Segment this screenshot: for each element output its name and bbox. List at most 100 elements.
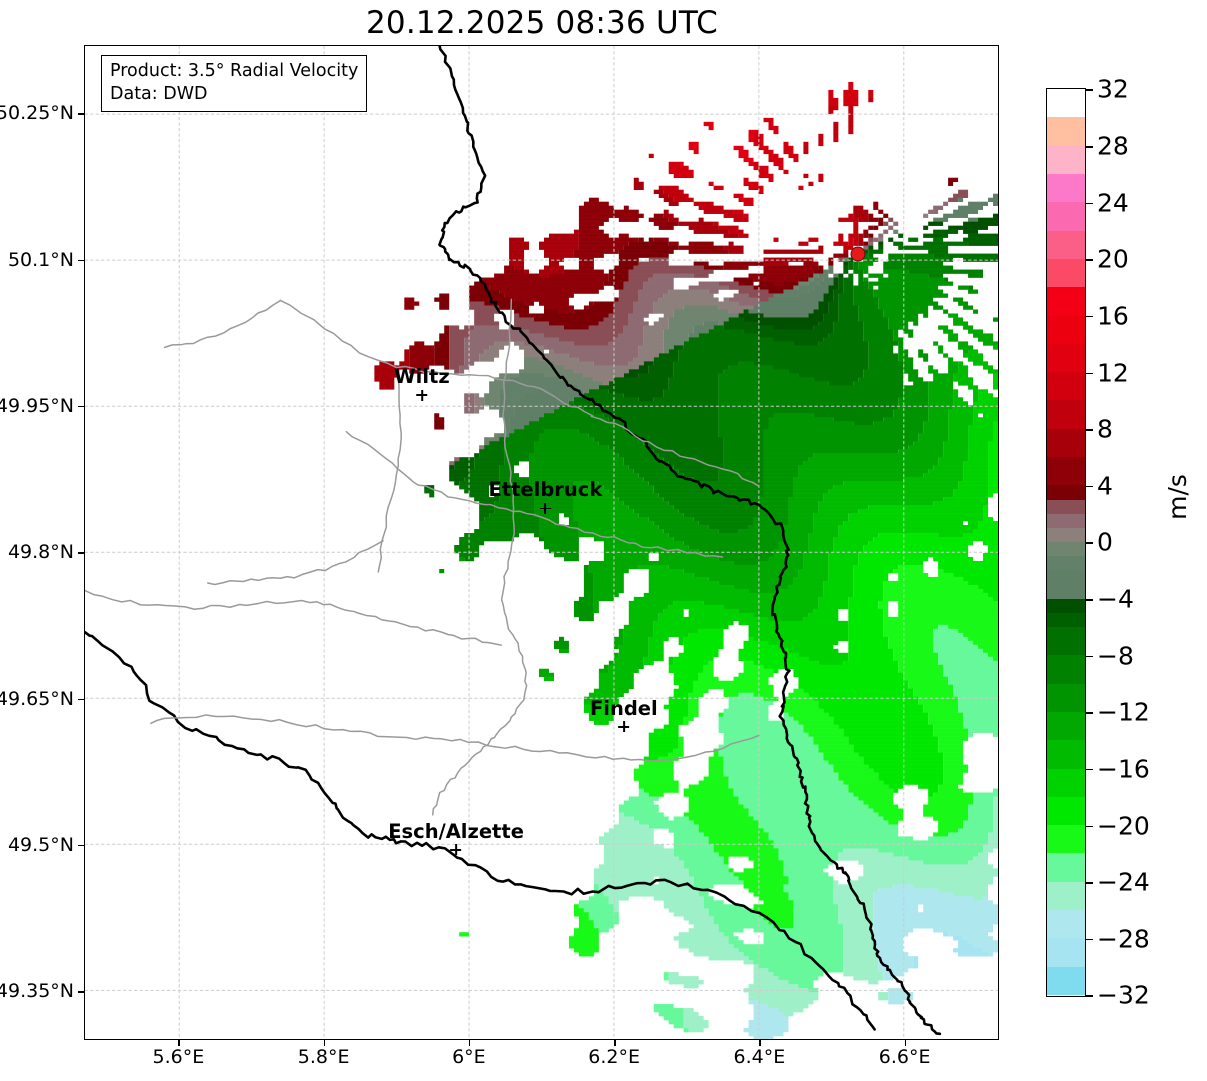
colorbar-tick-mark-9 bbox=[1086, 599, 1093, 601]
y-tick-mark-1 bbox=[78, 259, 84, 261]
colorbar-band-22 bbox=[1047, 612, 1085, 627]
colorbar-band-28 bbox=[1047, 768, 1085, 797]
colorbar[interactable] bbox=[1046, 88, 1086, 997]
colorbar-band-4 bbox=[1047, 202, 1085, 231]
colorbar-band-20 bbox=[1047, 570, 1085, 599]
colorbar-band-25 bbox=[1047, 683, 1085, 712]
y-tick-label-1: 50.1°N bbox=[7, 248, 74, 271]
x-tick-mark-2 bbox=[468, 1040, 471, 1046]
y-tick-label-3: 49.8°N bbox=[7, 541, 74, 564]
x-tick-mark-3 bbox=[614, 1040, 616, 1046]
colorbar-tick-mark-15 bbox=[1086, 938, 1093, 941]
colorbar-tick-label-11: −12 bbox=[1097, 697, 1150, 727]
colorbar-tick-mark-5 bbox=[1086, 372, 1093, 375]
colorbar-band-31 bbox=[1047, 853, 1085, 882]
y-tick-mark-0 bbox=[78, 113, 84, 115]
x-tick-label-0: 5.6°E bbox=[152, 1046, 205, 1068]
colorbar-tick-mark-10 bbox=[1086, 655, 1093, 658]
x-axis-tick-marks bbox=[84, 1040, 999, 1048]
colorbar-tick-label-10: −8 bbox=[1097, 641, 1134, 671]
y-tick-mark-2 bbox=[78, 405, 84, 408]
colorbar-tick-mark-1 bbox=[1086, 146, 1093, 148]
colorbar-tick-label-7: 4 bbox=[1097, 471, 1113, 501]
colorbar-tick-mark-12 bbox=[1086, 768, 1093, 771]
colorbar-band-29 bbox=[1047, 796, 1085, 826]
colorbar-band-23 bbox=[1047, 626, 1085, 656]
colorbar-tick-label-6: 8 bbox=[1097, 414, 1113, 444]
colorbar-band-13 bbox=[1047, 457, 1085, 486]
colorbar-band-1 bbox=[1047, 117, 1085, 146]
x-axis-tick-labels: 5.6°E 5.8°E 6°E 6.2°E 6.4°E 6.6°E bbox=[84, 1046, 999, 1076]
info-product-line: Product: 3.5° Radial Velocity bbox=[110, 61, 359, 81]
colorbar-tick-mark-0 bbox=[1086, 89, 1093, 91]
info-data-line: Data: DWD bbox=[110, 84, 208, 105]
colorbar-band-19 bbox=[1047, 556, 1085, 571]
y-tick-label-2: 49.95°N bbox=[0, 394, 74, 417]
colorbar-band-32 bbox=[1047, 881, 1085, 911]
colorbar-band-15 bbox=[1047, 499, 1085, 514]
colorbar-tick-mark-13 bbox=[1086, 825, 1093, 828]
colorbar-band-34 bbox=[1047, 938, 1085, 967]
colorbar-band-6 bbox=[1047, 258, 1085, 288]
colorbar-tick-label-3: 20 bbox=[1097, 244, 1129, 274]
colorbar-tick-label-5: 12 bbox=[1097, 358, 1129, 388]
colorbar-band-16 bbox=[1047, 513, 1085, 528]
map-overlay-layer bbox=[85, 46, 998, 1039]
colorbar-band-12 bbox=[1047, 428, 1085, 458]
x-tick-label-2: 6°E bbox=[452, 1046, 486, 1068]
x-tick-mark-1 bbox=[323, 1040, 326, 1046]
colorbar-tick-label-13: −20 bbox=[1097, 811, 1150, 841]
y-axis-tick-marks bbox=[76, 45, 84, 1040]
y-tick-mark-6 bbox=[78, 991, 84, 993]
colorbar-tick-mark-6 bbox=[1086, 429, 1093, 431]
y-axis-tick-labels: 50.25°N 50.1°N 49.95°N 49.8°N 49.65°N 49.5°N 4… bbox=[0, 45, 74, 1040]
figure-title: 20.12.2025 08:36 UTC bbox=[366, 5, 718, 41]
colorbar-tick-label-16: −32 bbox=[1097, 980, 1150, 1010]
colorbar-band-5 bbox=[1047, 230, 1085, 259]
colorbar-tick-label-15: −28 bbox=[1097, 924, 1150, 954]
y-tick-mark-5 bbox=[78, 844, 84, 847]
x-tick-mark-0 bbox=[178, 1040, 180, 1046]
colorbar-band-17 bbox=[1047, 527, 1085, 542]
colorbar-band-30 bbox=[1047, 825, 1085, 854]
y-tick-label-6: 49.35°N bbox=[0, 980, 74, 1003]
colorbar-axis-label: m/s bbox=[1163, 474, 1192, 520]
colorbar-tick-label-8: 0 bbox=[1097, 527, 1113, 557]
colorbar-ticks: 32 28 24 20 16 12 8 4 0 −4 −8 −12 −16 −20 −24 −28 −32 bbox=[1086, 75, 1206, 1010]
x-tick-label-4: 6.4°E bbox=[733, 1046, 786, 1068]
colorbar-tick-mark-2 bbox=[1086, 202, 1093, 205]
x-tick-label-3: 6.2°E bbox=[588, 1046, 640, 1068]
product-info-box: Product: 3.5° Radial Velocity Data: DWD bbox=[101, 55, 368, 113]
y-tick-label-0: 50.25°N bbox=[0, 102, 74, 125]
colorbar-band-26 bbox=[1047, 711, 1085, 741]
map-plot-area[interactable]: Product: 3.5° Radial Velocity Data: DWD … bbox=[84, 45, 999, 1040]
colorbar-tick-mark-8 bbox=[1086, 542, 1093, 544]
radar-echo-layer bbox=[374, 81, 998, 1039]
colorbar-tick-label-1: 28 bbox=[1097, 131, 1129, 161]
colorbar-band-18 bbox=[1047, 542, 1085, 557]
x-tick-mark-4 bbox=[759, 1040, 761, 1046]
colorbar-tick-label-12: −16 bbox=[1097, 754, 1150, 784]
colorbar-tick-mark-3 bbox=[1086, 259, 1093, 261]
colorbar-band-33 bbox=[1047, 910, 1085, 939]
x-tick-label-5: 6.6°E bbox=[878, 1046, 931, 1068]
colorbar-band-35 bbox=[1047, 966, 1085, 995]
colorbar-band-3 bbox=[1047, 173, 1085, 203]
colorbar-tick-mark-16 bbox=[1086, 995, 1093, 997]
y-tick-label-4: 49.65°N bbox=[0, 687, 74, 710]
colorbar-band-24 bbox=[1047, 655, 1085, 684]
colorbar-tick-label-14: −24 bbox=[1097, 867, 1150, 897]
colorbar-tick-mark-11 bbox=[1086, 712, 1093, 714]
colorbar-band-0 bbox=[1047, 89, 1085, 117]
radar-site-marker[interactable] bbox=[850, 246, 866, 262]
colorbar-band-9 bbox=[1047, 343, 1085, 373]
y-tick-label-5: 49.5°N bbox=[7, 833, 74, 856]
colorbar-band-11 bbox=[1047, 400, 1085, 429]
colorbar-band-21 bbox=[1047, 598, 1085, 613]
colorbar-tick-mark-14 bbox=[1086, 882, 1093, 884]
colorbar-tick-label-9: −4 bbox=[1097, 584, 1134, 614]
x-tick-label-1: 5.8°E bbox=[297, 1046, 350, 1068]
colorbar-tick-label-2: 24 bbox=[1097, 188, 1129, 218]
colorbar-band-14 bbox=[1047, 485, 1085, 500]
